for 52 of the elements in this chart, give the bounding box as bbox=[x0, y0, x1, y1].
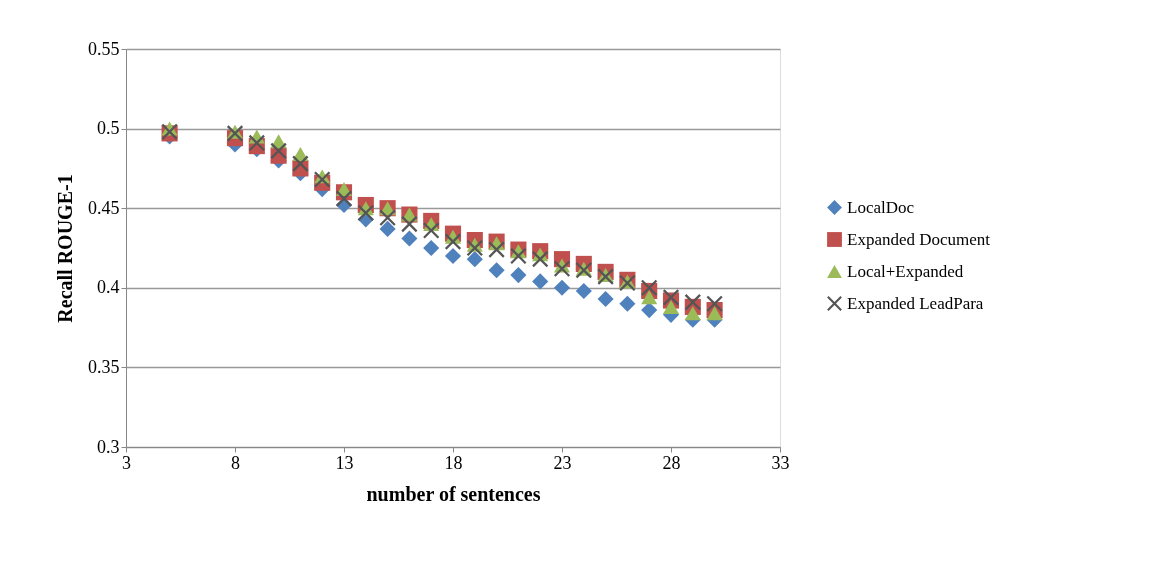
x-tick-label: 18 bbox=[444, 452, 463, 473]
y-tick-label: 0.4 bbox=[97, 277, 120, 298]
point bbox=[357, 204, 374, 222]
point bbox=[466, 251, 483, 268]
y-tick-label: 0.3 bbox=[97, 436, 120, 457]
point bbox=[706, 306, 723, 321]
point bbox=[532, 251, 549, 268]
point bbox=[488, 262, 505, 279]
point bbox=[684, 294, 701, 311]
point bbox=[641, 279, 658, 296]
y-tick-label: 0.5 bbox=[97, 118, 120, 139]
point bbox=[619, 295, 636, 312]
point bbox=[575, 282, 592, 300]
y-tick-label: 0.45 bbox=[88, 197, 120, 218]
legend-label: LocalDoc bbox=[847, 197, 915, 217]
point bbox=[641, 290, 658, 305]
point bbox=[684, 306, 701, 321]
point bbox=[532, 273, 549, 290]
point bbox=[423, 239, 440, 257]
y-tick-label: 0.55 bbox=[88, 38, 120, 59]
point bbox=[553, 279, 571, 296]
point bbox=[510, 267, 527, 284]
point bbox=[444, 233, 462, 250]
x-tick-label: 28 bbox=[662, 452, 681, 473]
point bbox=[270, 142, 287, 159]
point bbox=[662, 299, 680, 314]
y-axis-title: Recall ROUGE-1 bbox=[54, 174, 76, 323]
x-axis-title: number of sentences bbox=[366, 482, 541, 505]
x-tick-label: 13 bbox=[335, 452, 354, 473]
x-tick-label: 23 bbox=[553, 452, 572, 473]
point bbox=[706, 295, 723, 312]
point bbox=[488, 241, 505, 258]
point bbox=[423, 222, 440, 239]
point bbox=[292, 155, 309, 172]
point bbox=[641, 302, 658, 319]
point bbox=[444, 247, 462, 265]
point bbox=[401, 216, 418, 233]
x-tick-label: 3 bbox=[122, 452, 131, 473]
x-tick-label: 33 bbox=[771, 452, 790, 473]
point bbox=[466, 239, 483, 257]
x-tick-label: 8 bbox=[231, 452, 240, 473]
point bbox=[597, 290, 614, 308]
legend-label: Local+Expanded bbox=[847, 261, 964, 281]
point bbox=[510, 247, 527, 265]
point bbox=[379, 209, 396, 226]
legend-label: Expanded LeadPara bbox=[847, 293, 984, 313]
point bbox=[379, 220, 396, 237]
point bbox=[401, 230, 418, 247]
y-tick-label: 0.35 bbox=[88, 356, 120, 377]
point bbox=[553, 260, 571, 277]
legend-label: Expanded Document bbox=[847, 229, 991, 249]
point bbox=[335, 190, 353, 207]
